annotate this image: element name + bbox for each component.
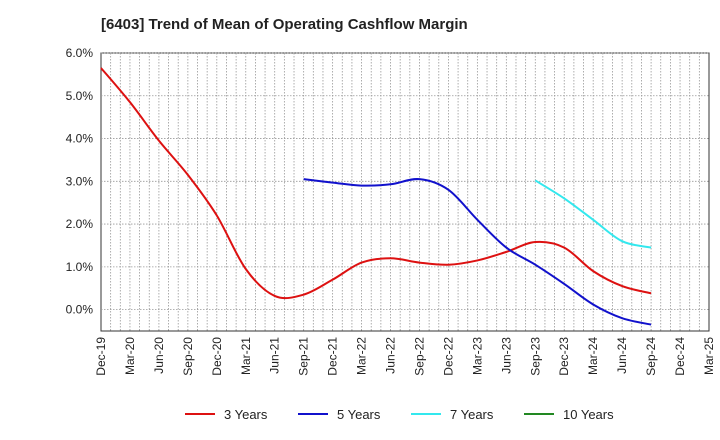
series-line-7-years bbox=[534, 179, 652, 249]
x-tick-label: Jun-24 bbox=[615, 337, 629, 374]
x-tick-label: Sep-23 bbox=[528, 337, 542, 376]
x-tick-label: Sep-24 bbox=[644, 337, 658, 376]
legend-label: 7 Years bbox=[450, 407, 494, 422]
legend-label: 3 Years bbox=[224, 407, 268, 422]
x-tick-label: Dec-24 bbox=[673, 337, 687, 376]
x-tick-label: Jun-23 bbox=[499, 337, 513, 374]
legend: 3 Years 5 Years 7 Years 10 Years bbox=[185, 407, 614, 422]
legend-label: 10 Years bbox=[563, 407, 614, 422]
x-tick-label: Mar-21 bbox=[239, 337, 253, 375]
x-tick-label: Mar-23 bbox=[470, 337, 484, 375]
x-tick-label: Dec-21 bbox=[326, 337, 340, 376]
chart-title: [6403] Trend of Mean of Operating Cashfl… bbox=[101, 16, 468, 33]
y-tick-label: 3.0% bbox=[66, 174, 94, 188]
y-tick-label: 1.0% bbox=[66, 260, 94, 274]
plot-area bbox=[100, 52, 710, 332]
x-tick-label: Sep-20 bbox=[181, 337, 195, 376]
y-tick-label: 4.0% bbox=[66, 132, 94, 146]
y-tick-label: 6.0% bbox=[66, 46, 94, 60]
x-tick-label: Dec-19 bbox=[94, 337, 108, 376]
x-tick-label: Jun-22 bbox=[384, 337, 398, 374]
legend-label: 5 Years bbox=[337, 407, 381, 422]
x-tick-label: Mar-24 bbox=[586, 337, 600, 375]
x-tick-label: Dec-23 bbox=[557, 337, 571, 376]
x-tick-label: Sep-21 bbox=[297, 337, 311, 376]
y-tick-label: 2.0% bbox=[66, 217, 94, 231]
x-axis-ticks: Dec-19 Mar-20 Jun-20 Sep-20 Dec-20 Mar-21 Jun-… bbox=[94, 337, 716, 376]
x-tick-label: Mar-25 bbox=[702, 337, 716, 375]
series-line-3-years bbox=[100, 67, 652, 300]
vertical-grid bbox=[110, 53, 700, 331]
y-tick-label: 0.0% bbox=[66, 303, 94, 317]
x-tick-label: Dec-22 bbox=[441, 337, 455, 376]
x-tick-label: Sep-22 bbox=[412, 337, 426, 376]
series-line-5-years bbox=[303, 178, 652, 326]
x-tick-label: Mar-22 bbox=[355, 337, 369, 375]
x-tick-label: Mar-20 bbox=[123, 337, 137, 375]
x-tick-label: Jun-21 bbox=[268, 337, 282, 374]
x-tick-label: Jun-20 bbox=[152, 337, 166, 374]
series-lines bbox=[100, 67, 652, 326]
x-tick-label: Dec-20 bbox=[210, 337, 224, 376]
y-tick-label: 5.0% bbox=[66, 89, 94, 103]
y-axis-ticks: 6.0% 5.0% 4.0% 3.0% 2.0% 1.0% 0.0% bbox=[66, 46, 94, 317]
